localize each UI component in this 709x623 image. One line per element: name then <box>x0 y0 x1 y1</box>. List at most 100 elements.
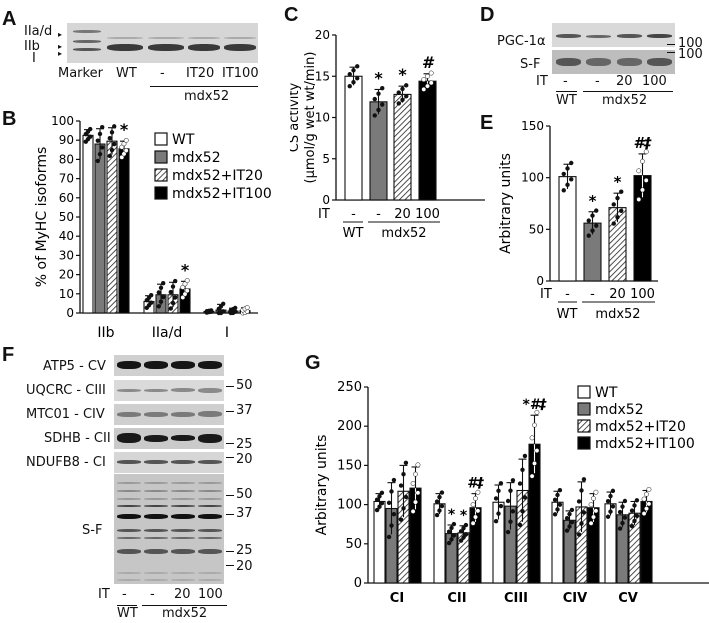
svg-text:50: 50 <box>59 210 74 224</box>
significance-marker: *#‡ <box>522 397 547 413</box>
bar <box>344 75 363 201</box>
marker-25: 25 <box>236 437 253 452</box>
svg-text:20: 20 <box>59 268 74 282</box>
significance-marker: #‡ <box>467 476 485 492</box>
group-line <box>150 86 258 87</box>
it-label: IT <box>536 74 548 89</box>
arrow-icon: ▸ <box>58 42 63 51</box>
svg-text:CII: CII <box>447 591 466 606</box>
marker-tick <box>226 411 234 412</box>
significance-marker: * <box>181 260 190 279</box>
group-label-mdx52: mdx52 <box>162 606 208 621</box>
gel-image-a <box>67 23 258 63</box>
svg-text:80: 80 <box>59 152 74 166</box>
svg-text:0: 0 <box>322 193 330 207</box>
svg-text:150: 150 <box>337 458 362 473</box>
svg-text:-: - <box>351 207 356 222</box>
marker-tick <box>667 52 675 53</box>
svg-text:20: 20 <box>609 287 626 302</box>
marker-tick <box>226 386 234 387</box>
svg-text:Arbitrary units: Arbitrary units <box>498 153 514 254</box>
group-line <box>117 605 137 606</box>
svg-text:10: 10 <box>315 111 330 125</box>
svg-text:mdx52: mdx52 <box>172 150 221 166</box>
svg-text:0: 0 <box>354 576 362 591</box>
marker-37: 37 <box>236 403 253 418</box>
blot-row <box>114 404 224 425</box>
svg-text:WT: WT <box>557 307 578 322</box>
legend-item: mdx52+IT20 <box>154 168 263 184</box>
significance-marker: * <box>374 68 383 87</box>
band-label-iiad: IIa/d <box>24 24 53 39</box>
it-value: - <box>595 74 600 89</box>
marker-tick <box>667 44 675 45</box>
legend-item: mdx52 <box>154 150 221 166</box>
svg-text:20: 20 <box>394 207 411 222</box>
bar <box>82 134 94 314</box>
legend-item: mdx52+IT100 <box>577 436 695 452</box>
svg-text:50: 50 <box>345 537 362 552</box>
legend-item: mdx52+IT20 <box>577 419 686 435</box>
row-label-atp5: ATP5 - CV <box>43 359 106 374</box>
marker-50-sf: 50 <box>236 487 253 502</box>
marker-50: 50 <box>236 378 253 393</box>
significance-marker: * <box>448 507 456 523</box>
row-label-uqcrc: UQCRC - CIII <box>26 383 106 398</box>
bar <box>369 101 388 201</box>
lane-label-wt: WT <box>116 66 137 81</box>
svg-text:mdx52+IT20: mdx52+IT20 <box>595 419 686 435</box>
legend-item: mdx52+IT100 <box>154 186 272 202</box>
bar <box>418 80 437 201</box>
svg-text:IIb: IIb <box>97 325 114 340</box>
svg-text:mdx52: mdx52 <box>381 226 426 241</box>
marker-tick <box>226 495 234 496</box>
it-value: 100 <box>198 587 223 602</box>
svg-text:5: 5 <box>322 152 330 166</box>
blot-row <box>114 452 224 473</box>
svg-text:(μmol/g wet wt/min): (μmol/g wet wt/min) <box>303 52 318 184</box>
bar <box>106 140 118 314</box>
row-label-sdhb: SDHB - CII <box>44 431 111 446</box>
svg-text:I: I <box>225 325 229 340</box>
marker-tick <box>226 565 234 566</box>
svg-text:WT: WT <box>595 385 618 401</box>
it-value: - <box>122 587 127 602</box>
svg-text:100: 100 <box>337 498 362 513</box>
lane-label-it100: IT100 <box>222 66 259 81</box>
marker-tick <box>226 514 234 515</box>
band-label-i: I <box>32 51 36 66</box>
svg-text:100: 100 <box>51 114 74 128</box>
svg-text:70: 70 <box>59 172 74 186</box>
svg-text:WT: WT <box>172 132 195 148</box>
marker-25-sf: 25 <box>236 543 253 558</box>
legend-item: WT <box>577 385 618 401</box>
svg-text:50: 50 <box>529 222 544 236</box>
row-label-ndufb8: NDUFB8 - CI <box>26 455 106 470</box>
group-line <box>583 91 673 92</box>
bar <box>94 143 106 314</box>
bar <box>118 148 130 314</box>
legend-item: mdx52 <box>577 402 644 418</box>
svg-text:mdx52: mdx52 <box>595 307 640 322</box>
legend-item: WT <box>154 132 195 148</box>
svg-text:15: 15 <box>315 69 330 83</box>
marker-100: 100 <box>678 47 703 62</box>
bar <box>373 500 386 584</box>
svg-text:150: 150 <box>521 119 544 133</box>
lane-label-it20: IT20 <box>186 66 215 81</box>
svg-text:0: 0 <box>536 274 544 288</box>
blot-row <box>114 380 224 401</box>
group-label-wt: WT <box>556 93 577 108</box>
svg-text:CS activity: CS activity <box>290 83 302 153</box>
group-label-mdx52: mdx52 <box>184 89 230 104</box>
svg-text:100: 100 <box>521 171 544 185</box>
it-value: - <box>563 74 568 89</box>
blot-pgc1a <box>552 23 675 47</box>
svg-text:WT: WT <box>343 226 364 241</box>
lane-label-mdx52: - <box>160 66 165 81</box>
panel-b-letter: B <box>2 108 17 130</box>
svg-text:IT: IT <box>540 287 552 302</box>
panel-c-letter: C <box>284 4 299 26</box>
